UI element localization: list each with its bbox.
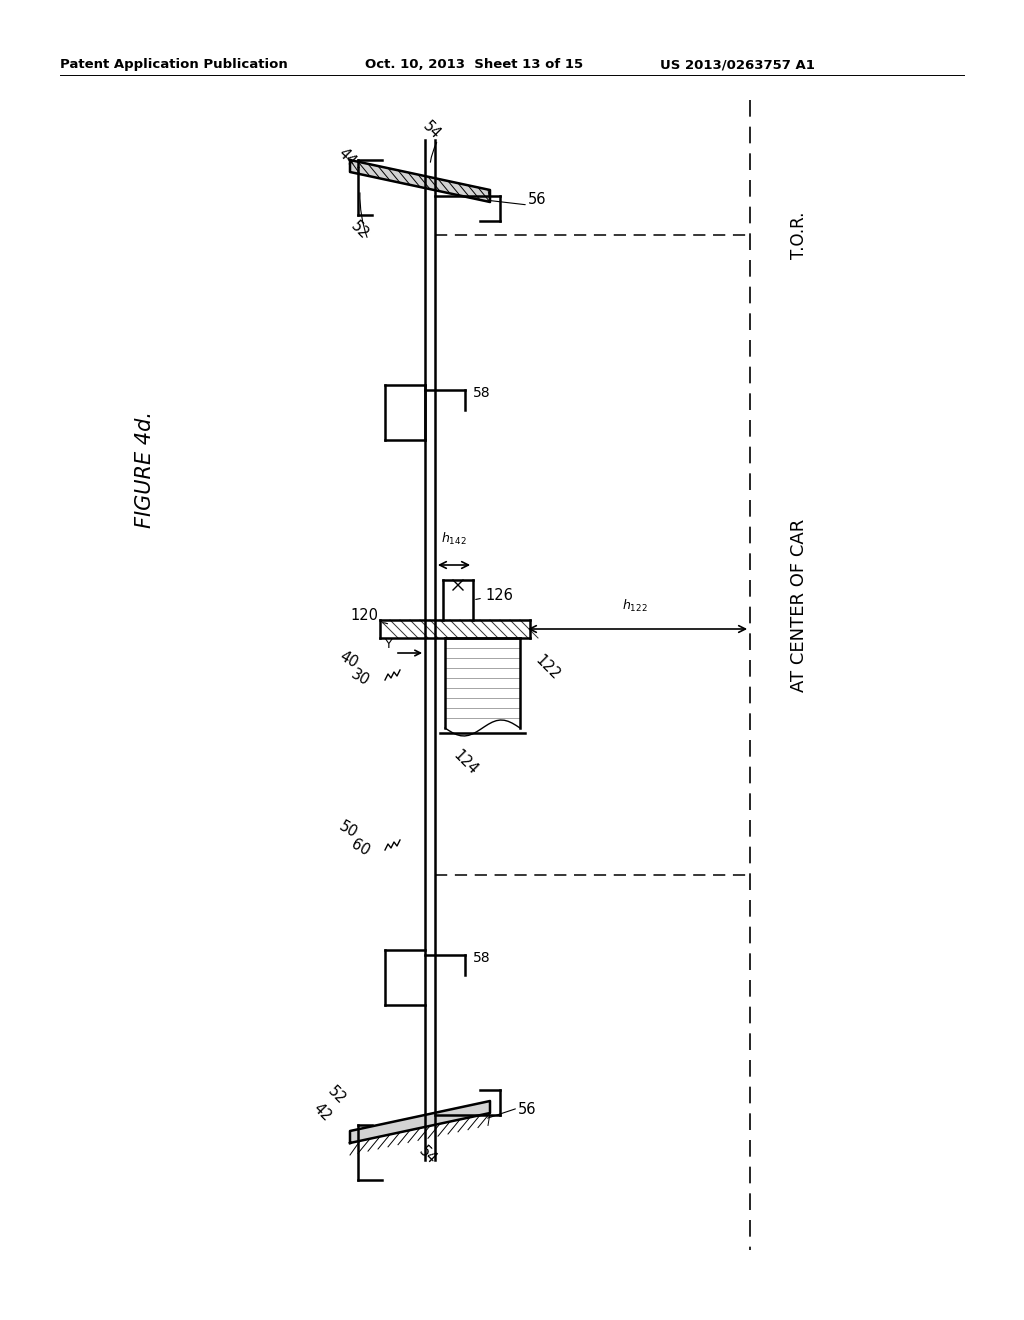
Text: AT CENTER OF CAR: AT CENTER OF CAR (790, 519, 808, 692)
Text: 50: 50 (336, 818, 360, 841)
Text: 58: 58 (473, 950, 490, 965)
Text: Patent Application Publication: Patent Application Publication (60, 58, 288, 71)
Text: 54: 54 (416, 1143, 440, 1167)
Text: 60: 60 (348, 837, 372, 859)
Polygon shape (350, 160, 490, 202)
Text: T.O.R.: T.O.R. (790, 211, 808, 259)
Text: $h_{122}$: $h_{122}$ (623, 598, 648, 614)
Text: Oct. 10, 2013  Sheet 13 of 15: Oct. 10, 2013 Sheet 13 of 15 (365, 58, 583, 71)
Text: 56: 56 (528, 193, 547, 207)
Text: 52: 52 (325, 1084, 349, 1107)
Text: 124: 124 (450, 748, 480, 779)
Text: $h_{142}$: $h_{142}$ (441, 531, 467, 546)
Text: 30: 30 (348, 667, 372, 689)
Text: 56: 56 (518, 1102, 537, 1118)
Text: 52: 52 (348, 218, 372, 242)
Text: US 2013/0263757 A1: US 2013/0263757 A1 (660, 58, 815, 71)
Text: 40: 40 (336, 649, 360, 671)
Text: FIGURE 4d.: FIGURE 4d. (135, 412, 155, 528)
Text: 58: 58 (473, 385, 490, 400)
Text: 44: 44 (335, 145, 358, 169)
Text: 122: 122 (532, 653, 562, 684)
Text: 126: 126 (485, 587, 513, 602)
Text: Y: Y (385, 638, 393, 651)
Text: 54: 54 (420, 119, 443, 141)
Text: 42: 42 (310, 1100, 334, 1123)
Text: 120: 120 (350, 607, 378, 623)
Polygon shape (350, 1101, 490, 1143)
